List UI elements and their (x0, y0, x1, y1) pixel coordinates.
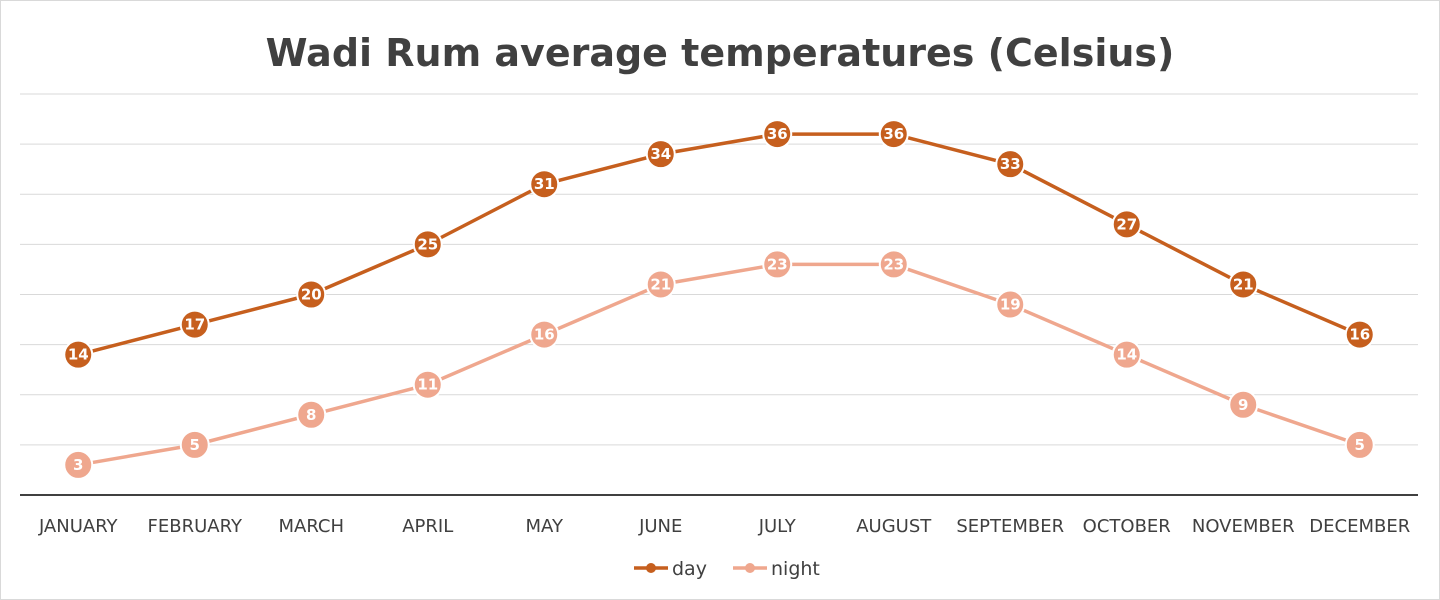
data-point-night (762, 249, 793, 280)
data-point-day (63, 339, 94, 370)
x-tick-label: JUNE (638, 516, 682, 537)
data-point-night (645, 269, 676, 300)
x-tick-label: FEBRUARY (148, 516, 243, 537)
data-point-night (63, 449, 94, 480)
legend-label: night (771, 558, 820, 580)
data-point-day (1111, 209, 1142, 240)
data-point-day (1228, 269, 1259, 300)
x-tick-label: DECEMBER (1309, 516, 1410, 537)
legend-label: day (672, 558, 707, 580)
data-label-night: 23 (883, 255, 904, 273)
series-night: 3 5 8 11 16 21 23 23 19 14 9 5 (63, 249, 1375, 480)
x-tick-label: AUGUST (856, 516, 932, 537)
series-line-night (77, 262, 1361, 467)
series-day: 14 17 20 25 31 34 36 36 33 27 21 16 (63, 119, 1375, 370)
data-point-day (529, 169, 560, 200)
x-tick-label: MAY (526, 516, 564, 537)
data-label-day: 34 (650, 145, 671, 163)
legend-swatch-marker (745, 563, 755, 573)
x-tick-label: OCTOBER (1083, 516, 1171, 537)
x-tick-label: JANUARY (38, 516, 119, 537)
legend-swatch-marker (646, 563, 656, 573)
data-label-day: 14 (68, 346, 89, 364)
data-point-day (412, 229, 443, 260)
data-point-day (762, 119, 793, 150)
data-point-day (878, 119, 909, 150)
data-label-night: 5 (1355, 436, 1365, 454)
data-label-day: 33 (1000, 155, 1021, 173)
data-label-night: 11 (417, 376, 438, 394)
data-label-day: 36 (767, 125, 788, 143)
x-tick-label: SEPTEMBER (956, 516, 1064, 537)
x-tick-label: JULY (758, 516, 797, 537)
data-label-day: 31 (534, 175, 555, 193)
x-tick-label: MARCH (278, 516, 344, 537)
data-point-night (1111, 339, 1142, 370)
data-label-day: 16 (1349, 326, 1370, 344)
data-label-night: 21 (650, 275, 671, 293)
data-point-day (645, 139, 676, 170)
data-label-day: 21 (1233, 275, 1254, 293)
legend-item-day: day (634, 558, 707, 580)
x-tick-label: NOVEMBER (1192, 516, 1295, 537)
data-point-night (1228, 389, 1259, 420)
data-label-day: 25 (417, 235, 438, 253)
data-label-night: 19 (1000, 296, 1021, 314)
data-label-day: 20 (301, 286, 322, 304)
data-label-day: 36 (883, 125, 904, 143)
data-label-day: 27 (1116, 215, 1137, 233)
data-label-night: 8 (306, 406, 316, 424)
data-point-night (1344, 429, 1375, 460)
data-label-day: 17 (184, 316, 205, 334)
data-point-night (878, 249, 909, 280)
data-point-night (296, 399, 327, 430)
data-point-day (1344, 319, 1375, 350)
series-line-day (77, 132, 1361, 357)
data-label-night: 5 (190, 436, 200, 454)
legend-item-night: night (733, 558, 820, 580)
data-point-day (296, 279, 327, 310)
data-point-day (179, 309, 210, 340)
data-label-night: 3 (73, 456, 83, 474)
data-point-night (529, 319, 560, 350)
data-point-night (412, 369, 443, 400)
data-label-night: 16 (534, 326, 555, 344)
data-label-night: 23 (767, 255, 788, 273)
chart-title: Wadi Rum average temperatures (Celsius) (266, 31, 1175, 75)
data-point-day (995, 149, 1026, 180)
data-point-night (995, 289, 1026, 320)
data-label-night: 14 (1116, 346, 1137, 364)
data-point-night (179, 429, 210, 460)
x-tick-label: APRIL (402, 516, 453, 537)
data-label-night: 9 (1238, 396, 1248, 414)
